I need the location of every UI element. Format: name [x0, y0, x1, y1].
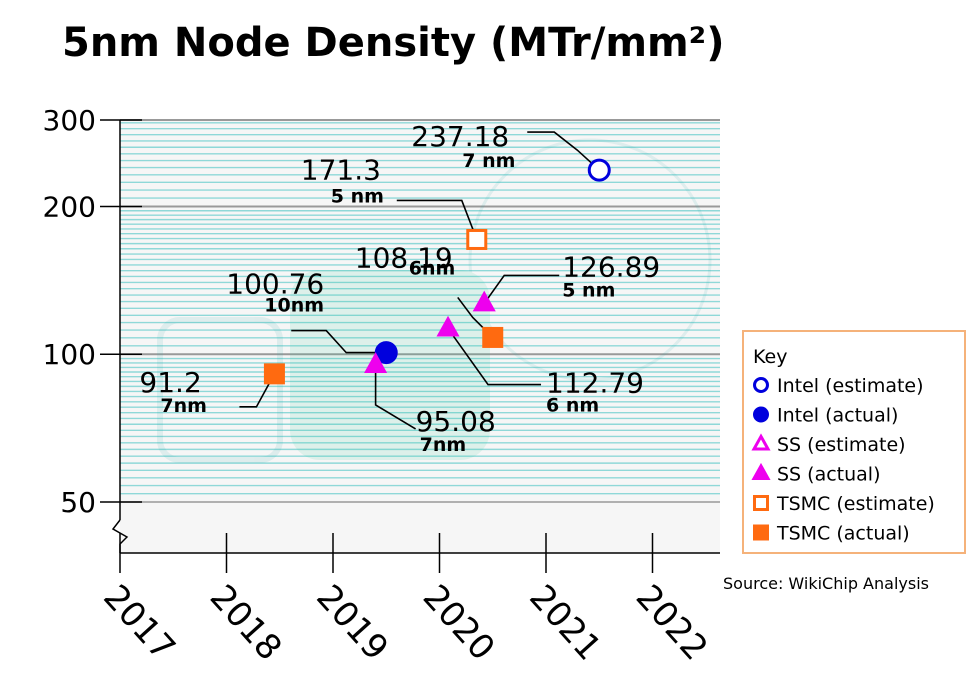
legend-item-label: TSMC (actual)	[776, 523, 910, 545]
data-label-value: 171.3	[301, 153, 381, 186]
data-point-triangle	[751, 433, 771, 451]
legend-item-label: TSMC (estimate)	[776, 493, 935, 515]
leader-line	[291, 329, 387, 354]
leader-line	[239, 373, 276, 408]
source-note: Source: WikiChip Analysis	[723, 574, 929, 593]
data-point-square	[263, 363, 285, 385]
data-marks	[263, 158, 611, 385]
data-label-value: 95.08	[416, 405, 496, 438]
x-tick-label: 2019	[308, 577, 396, 668]
plot-background	[120, 120, 720, 553]
legend-item-label: Intel (estimate)	[777, 375, 924, 397]
watermark	[157, 138, 712, 463]
data-label-node: 7nm	[420, 434, 467, 456]
data-label-node: 7nm	[160, 395, 207, 417]
leader-line	[374, 364, 417, 430]
x-tick-label: 2021	[521, 577, 609, 668]
data-point-circle	[587, 158, 611, 182]
y-tick-label: 100	[43, 338, 96, 371]
data-label-node: 10nm	[264, 295, 324, 317]
data-point-square	[482, 326, 504, 348]
leader-lines	[239, 131, 600, 430]
data-label-value: 108.19	[355, 241, 453, 274]
data-point-square	[466, 228, 488, 250]
data-label-node: 6nm	[409, 257, 456, 279]
y-tick-label: 200	[43, 190, 96, 223]
data-point-circle	[753, 377, 769, 393]
x-tick-label: 2020	[415, 577, 503, 668]
legend-box	[742, 330, 966, 554]
x-tick-label: 2022	[628, 577, 716, 668]
data-label-node: 6 nm	[546, 395, 599, 417]
data-point-square	[753, 495, 769, 511]
legend-item-label: SS (estimate)	[777, 434, 906, 456]
data-label-value: 100.76	[226, 268, 324, 301]
data-label-node: 5 nm	[562, 279, 615, 301]
chart-title: 5nm Node Density (MTr/mm²)	[62, 20, 724, 66]
data-label-value: 126.89	[562, 250, 660, 283]
grid	[120, 119, 720, 503]
y-ticks: 300 200 100 50	[43, 104, 142, 519]
legend-item-label: SS (actual)	[777, 464, 881, 486]
leader-line	[527, 131, 600, 171]
leader-line	[447, 328, 542, 386]
data-point-triangle	[472, 290, 496, 312]
legend: Key Intel (estimate) Intel (actual) SS (es…	[742, 330, 966, 554]
data-label-value: 91.2	[139, 366, 201, 399]
legend-items: Intel (estimate) Intel (actual) SS (estima…	[751, 375, 935, 545]
data-label-node: 5 nm	[331, 185, 384, 207]
legend-title: Key	[753, 346, 787, 368]
legend-item-label: Intel (actual)	[777, 405, 898, 427]
plot-area: 300 200 100 50 2017 2018 2019 2020 2021 2022 237…	[43, 104, 720, 668]
leader-line	[483, 274, 560, 304]
data-point-triangle	[364, 352, 388, 373]
data-label-value: 237.18	[411, 120, 509, 153]
y-tick-label: 300	[43, 104, 96, 137]
data-point-circle	[374, 341, 398, 365]
data-label-node: 7 nm	[462, 150, 515, 172]
data-point-circle	[753, 406, 769, 423]
data-label-value: 112.79	[546, 367, 644, 400]
x-tick-label: 2018	[202, 577, 290, 668]
data-point-triangle	[436, 315, 460, 337]
y-tick-label: 50	[60, 486, 96, 519]
data-point-triangle	[751, 462, 771, 481]
x-tick-label: 2017	[95, 577, 183, 668]
data-point-square	[753, 524, 769, 541]
leader-line	[396, 199, 478, 240]
